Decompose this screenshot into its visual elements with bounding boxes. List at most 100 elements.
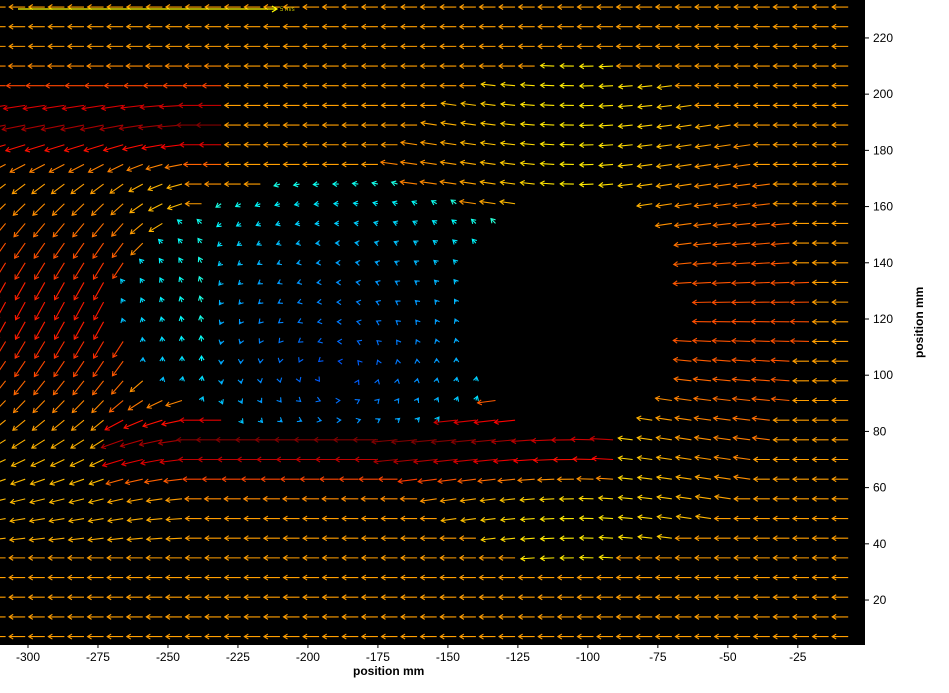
vector-arrow — [380, 633, 398, 640]
vector-arrow — [333, 220, 340, 227]
vector-arrow — [390, 438, 418, 445]
vector-arrow — [31, 419, 46, 431]
vector-arrow — [499, 516, 516, 523]
vector-arrow — [498, 43, 516, 50]
vector-arrow — [733, 63, 751, 70]
vector-arrow — [440, 100, 457, 107]
vector-arrow — [297, 318, 303, 324]
vector-arrow — [559, 535, 574, 542]
vector-arrow — [598, 182, 614, 188]
vector-arrow — [130, 242, 144, 256]
vector-arrow — [479, 120, 496, 127]
vector-arrow — [559, 161, 574, 168]
vector-arrow — [296, 298, 303, 305]
vector-arrow — [831, 338, 849, 345]
vector-arrow — [791, 554, 810, 561]
vector-arrow — [139, 356, 146, 363]
vector-arrow — [91, 223, 104, 238]
vector-arrow — [578, 181, 594, 188]
vector-arrow — [713, 554, 731, 561]
vector-arrow — [693, 43, 712, 50]
vector-arrow — [537, 594, 555, 601]
vector-arrow — [752, 122, 770, 129]
vector-arrow — [497, 477, 516, 484]
vector-arrow — [811, 515, 829, 522]
vector-arrow — [204, 633, 222, 640]
vector-arrow — [772, 456, 790, 463]
vector-arrow — [811, 613, 829, 620]
vector-arrow — [86, 23, 104, 30]
vector-arrow — [391, 200, 398, 207]
vector-arrow — [472, 458, 496, 465]
vector-arrow — [262, 515, 280, 522]
vector-arrow — [282, 141, 300, 148]
vector-arrow — [556, 476, 574, 483]
vector-arrow — [204, 613, 222, 620]
vector-arrow — [63, 144, 85, 153]
vector-arrow — [811, 4, 829, 10]
vector-arrow — [791, 63, 810, 70]
vector-arrow — [198, 141, 222, 148]
vector-arrow — [478, 613, 496, 620]
vector-arrow — [478, 23, 496, 30]
vector-arrow — [8, 4, 26, 10]
vector-arrow — [159, 376, 166, 383]
vector-arrow — [243, 594, 261, 601]
vector-arrow — [376, 340, 382, 346]
vector-arrow — [752, 495, 770, 502]
vector-arrow — [400, 4, 418, 10]
vector-arrow — [106, 23, 124, 30]
vector-arrow — [439, 497, 457, 504]
vector-arrow — [106, 574, 124, 581]
vector-arrow — [142, 419, 163, 428]
vector-arrow — [276, 259, 283, 266]
vector-arrow — [184, 574, 202, 581]
vector-arrow — [831, 417, 849, 424]
vector-arrow — [138, 439, 163, 447]
vector-arrow — [262, 141, 280, 148]
x-axis: -300 -275 -250 -225 -200 -175 -150 -125 -100 -75 -… — [16, 645, 807, 664]
vector-arrow — [811, 82, 829, 89]
vector-arrow — [109, 183, 124, 194]
vector-arrow — [478, 199, 496, 205]
vector-arrow — [419, 159, 437, 166]
vector-arrow — [596, 574, 614, 581]
vector-arrow — [711, 318, 731, 325]
vector-arrow — [354, 456, 378, 463]
vector-arrow — [637, 534, 653, 541]
vector-arrow — [302, 613, 320, 620]
vector-arrow — [105, 478, 124, 486]
vector-arrow — [711, 280, 731, 287]
vector-arrow — [811, 417, 829, 424]
vector-arrow — [0, 616, 6, 618]
vector-arrow — [243, 43, 261, 50]
vector-arrow — [419, 179, 437, 186]
vector-arrow — [315, 259, 322, 266]
vector-arrow — [517, 594, 535, 601]
vector-arrow — [733, 82, 751, 89]
vector-arrow — [11, 439, 26, 449]
vector-arrow — [223, 141, 241, 148]
vector-arrow — [321, 633, 339, 640]
vector-arrow — [458, 574, 476, 581]
vector-arrow — [558, 496, 574, 502]
vector-arrow — [636, 182, 653, 189]
vector-arrow — [656, 84, 672, 90]
vector-arrow — [430, 200, 437, 206]
vector-arrow — [473, 375, 479, 382]
vector-arrow — [394, 417, 401, 424]
vector-arrow — [811, 299, 829, 306]
vector-arrow — [204, 594, 222, 601]
vector-arrow — [693, 182, 712, 189]
vector-arrow — [336, 417, 342, 424]
vector-arrow — [12, 400, 26, 414]
vector-arrow — [811, 358, 829, 365]
vector-arrow — [691, 337, 712, 344]
vector-arrow — [713, 515, 731, 522]
vector-arrow — [791, 535, 810, 542]
vector-arrow — [242, 495, 261, 502]
vector-arrow — [243, 574, 261, 581]
vector-arrow — [86, 63, 104, 70]
vector-arrow — [70, 439, 85, 449]
vector-arrow — [34, 301, 46, 321]
